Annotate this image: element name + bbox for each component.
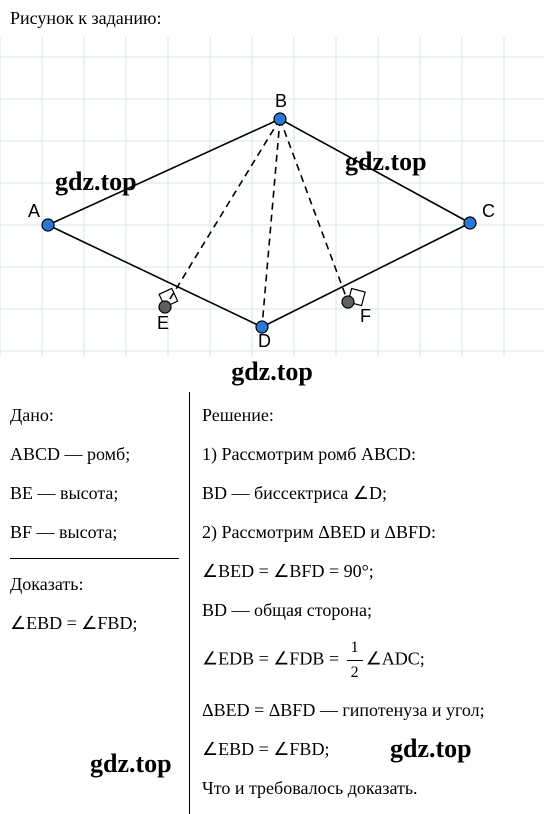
solution-label: Решение: (202, 402, 534, 429)
svg-text:F: F (360, 306, 371, 326)
given-item: ABCD — ромб; (10, 441, 179, 468)
geometry-diagram: ABCDEF gdz.topgdz.top (0, 37, 544, 357)
divider (10, 558, 179, 559)
task-heading: Рисунок к заданию: (0, 0, 544, 37)
proof-section: gdz.top Дано: ABCD — ромб; BE — высота; BF… (0, 357, 544, 814)
given-item: BE — высота; (10, 480, 179, 507)
solution-line: ∠BED = ∠BFD = 90°; (202, 558, 534, 585)
svg-text:D: D (258, 331, 271, 351)
solution-line: ΔBED = ΔBFD — гипотенуза и угол; (202, 697, 534, 724)
given-label: Дано: (10, 402, 179, 429)
solution-line: 1) Рассмотрим ромб ABCD: (202, 441, 534, 468)
watermark-top: gdz.top (231, 357, 313, 387)
diagram-svg: A B C D E F (0, 37, 544, 357)
solution-column: Решение: 1) Рассмотрим ромб ABCD: BD — би… (190, 392, 534, 814)
prove-label: Доказать: (10, 571, 179, 598)
solution-line: BD — общая сторона; (202, 597, 534, 624)
solution-line: 2) Рассмотрим ΔBED и ΔBFD: (202, 519, 534, 546)
svg-text:B: B (275, 91, 287, 111)
solution-line: ∠EDB = ∠FDB = 12∠ADC; (202, 636, 534, 685)
given-column: Дано: ABCD — ромб; BE — высота; BF — высот… (10, 392, 190, 814)
given-item: BF — высота; (10, 519, 179, 546)
solution-line: ∠EBD = ∠FBD; (202, 736, 534, 763)
solution-line: BD — биссектриса ∠D; (202, 480, 534, 507)
solution-line: Что и требовалось доказать. (202, 775, 534, 802)
svg-text:E: E (157, 313, 169, 333)
prove-item: ∠EBD = ∠FBD; (10, 610, 179, 637)
svg-text:A: A (28, 201, 40, 221)
svg-text:C: C (482, 201, 495, 221)
